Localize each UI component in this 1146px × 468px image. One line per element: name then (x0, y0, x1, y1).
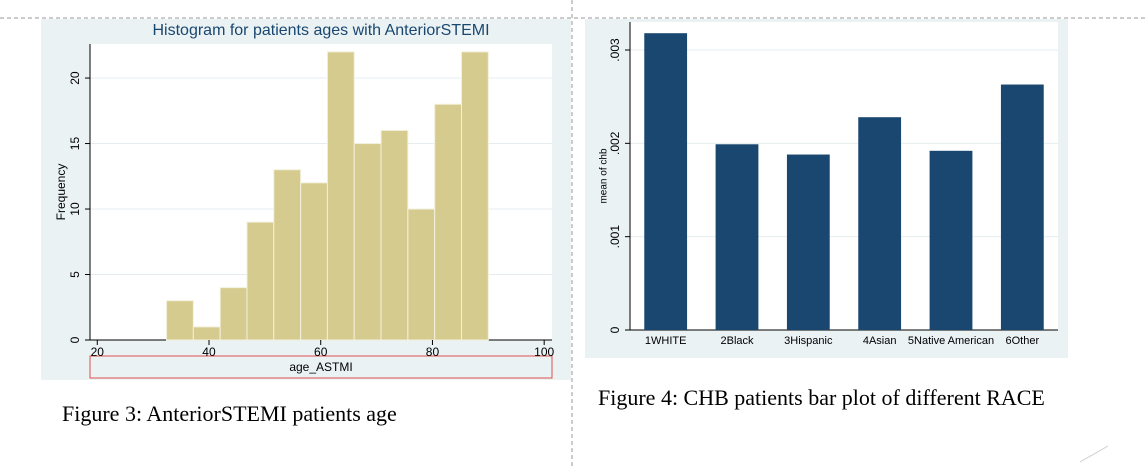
y-tick-label: .002 (608, 131, 622, 155)
histogram-bar (166, 300, 194, 341)
histogram-bar (460, 51, 489, 341)
histogram-bar (219, 287, 248, 341)
bar (715, 144, 759, 330)
x-tick-label: 5Native American (908, 335, 994, 347)
histogram-bar (380, 129, 409, 341)
histogram-bar (246, 221, 275, 341)
x-tick-label: 40 (202, 345, 216, 359)
x-tick-label: 1WHITE (645, 335, 687, 347)
y-tick-label: 0 (608, 326, 622, 333)
y-tick-label: .003 (608, 38, 622, 62)
histogram-bar (407, 208, 436, 341)
chart-title: Histogram for patients ages with Anterio… (152, 22, 489, 39)
histogram-bar (300, 182, 328, 341)
x-tick-label: 80 (426, 345, 440, 359)
x-tick-label: 2Black (720, 335, 754, 347)
histogram-bar (192, 326, 221, 341)
y-tick-label: 10 (68, 202, 82, 216)
caption: Figure 3: AnteriorSTEMI patients age (62, 401, 397, 426)
y-tick-label: 5 (68, 271, 82, 278)
histogram-bar (353, 143, 382, 341)
decoration (1079, 445, 1109, 463)
histogram-bar (434, 103, 462, 341)
bar (786, 154, 830, 330)
x-tick-label: 60 (314, 345, 328, 359)
x-tick-label: 100 (534, 345, 554, 359)
x-tick-label: 6Other (1006, 335, 1040, 347)
x-tick-label: 20 (91, 345, 105, 359)
x-tick-label: 4Asian (863, 335, 897, 347)
y-axis-label: Frequency (54, 164, 68, 221)
y-tick-label: .001 (608, 225, 622, 249)
caption: Figure 4: CHB patients bar plot of diffe… (598, 385, 1045, 410)
y-axis-label: mean of chb (599, 148, 610, 203)
y-tick-label: 15 (68, 137, 82, 151)
bar (858, 117, 902, 330)
x-axis-label: age_ASTMI (289, 360, 352, 374)
bar (929, 150, 973, 330)
y-tick-label: 0 (68, 336, 82, 343)
x-tick-label: 3Hispanic (784, 335, 833, 347)
histogram-bar (273, 169, 302, 341)
bar (1000, 84, 1044, 331)
plot-area (630, 22, 1058, 330)
histogram-bar (326, 51, 355, 341)
y-tick-label: 20 (68, 71, 82, 85)
selection-box (89, 355, 553, 379)
bar (644, 33, 688, 330)
